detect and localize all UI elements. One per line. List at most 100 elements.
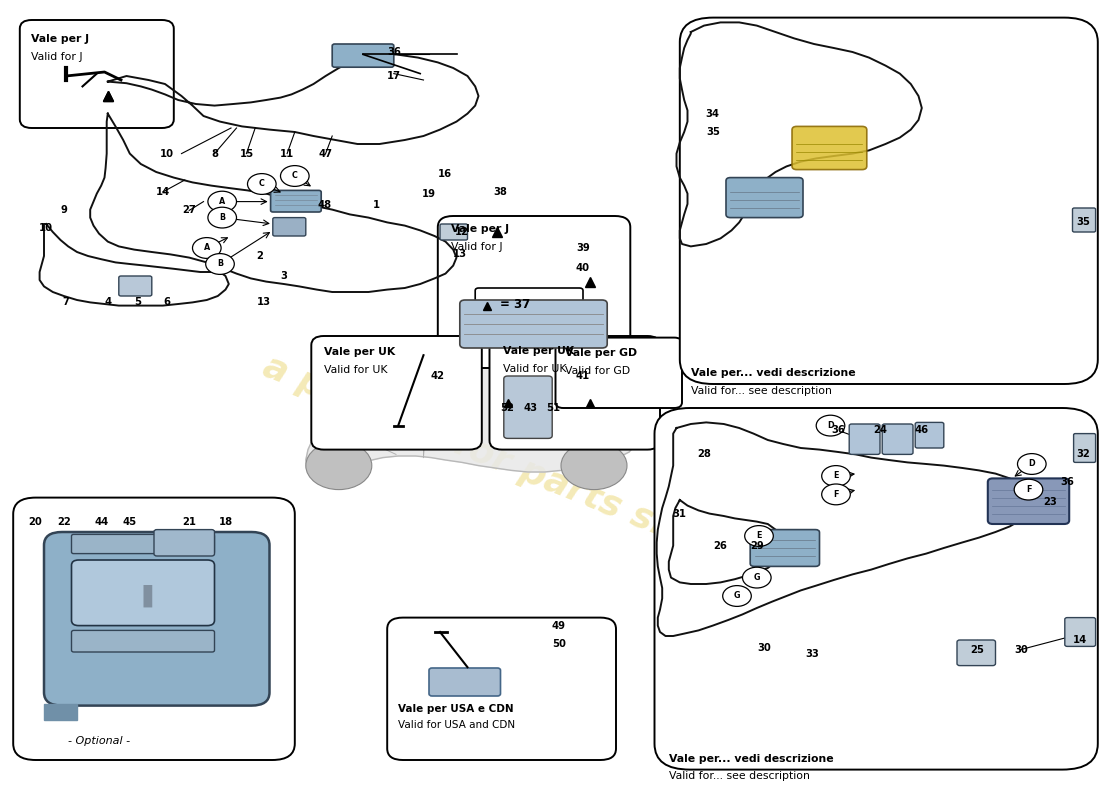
Circle shape xyxy=(280,166,309,186)
Text: 5: 5 xyxy=(134,298,141,307)
Text: 20: 20 xyxy=(29,517,42,526)
FancyBboxPatch shape xyxy=(882,424,913,454)
Text: 17: 17 xyxy=(387,71,400,81)
Text: 3: 3 xyxy=(280,271,287,281)
Text: 11: 11 xyxy=(280,149,294,158)
Text: = 37: = 37 xyxy=(500,298,530,311)
FancyBboxPatch shape xyxy=(387,618,616,760)
Text: 51: 51 xyxy=(547,403,560,413)
Text: 14: 14 xyxy=(1074,635,1087,645)
FancyBboxPatch shape xyxy=(1065,618,1096,646)
Text: A: A xyxy=(204,243,210,253)
Text: A: A xyxy=(219,197,225,206)
Text: 885: 885 xyxy=(924,118,968,138)
FancyBboxPatch shape xyxy=(792,126,867,170)
Text: Valid for USA and CDN: Valid for USA and CDN xyxy=(398,720,515,730)
Text: 21: 21 xyxy=(183,517,196,526)
Text: 13: 13 xyxy=(257,298,271,307)
Circle shape xyxy=(192,238,221,258)
Circle shape xyxy=(723,586,751,606)
FancyBboxPatch shape xyxy=(726,178,803,218)
Circle shape xyxy=(822,484,850,505)
Text: 50: 50 xyxy=(552,639,565,649)
Text: 10: 10 xyxy=(161,149,174,158)
FancyBboxPatch shape xyxy=(20,20,174,128)
Text: 14: 14 xyxy=(156,187,169,197)
Text: Valid for... see description: Valid for... see description xyxy=(669,771,810,781)
Circle shape xyxy=(742,567,771,588)
Text: 40: 40 xyxy=(576,263,590,273)
Text: 27: 27 xyxy=(183,206,196,215)
Text: 45: 45 xyxy=(123,517,136,526)
Text: 36: 36 xyxy=(832,426,845,435)
Text: Valid for UK: Valid for UK xyxy=(324,365,388,374)
Text: 44: 44 xyxy=(95,517,108,526)
Text: B: B xyxy=(219,213,225,222)
Circle shape xyxy=(816,415,845,436)
FancyBboxPatch shape xyxy=(1074,434,1096,462)
Polygon shape xyxy=(44,704,77,720)
FancyBboxPatch shape xyxy=(849,424,880,454)
Text: 6: 6 xyxy=(164,298,170,307)
Text: 34: 34 xyxy=(706,109,719,118)
FancyBboxPatch shape xyxy=(460,300,607,348)
Text: 38: 38 xyxy=(494,187,507,197)
Text: F: F xyxy=(1026,485,1031,494)
Text: D: D xyxy=(827,421,834,430)
Text: 39: 39 xyxy=(576,243,590,253)
Text: Vale per UK: Vale per UK xyxy=(324,347,396,357)
Text: 23: 23 xyxy=(1044,498,1057,507)
Circle shape xyxy=(1014,479,1043,500)
FancyBboxPatch shape xyxy=(750,530,820,566)
Text: D: D xyxy=(1028,459,1035,469)
Text: B: B xyxy=(217,259,223,269)
FancyBboxPatch shape xyxy=(154,530,215,556)
Text: 24: 24 xyxy=(873,426,887,435)
Circle shape xyxy=(206,254,234,274)
Text: 33: 33 xyxy=(805,650,818,659)
Text: 2: 2 xyxy=(256,251,263,261)
Circle shape xyxy=(208,207,236,228)
FancyBboxPatch shape xyxy=(556,338,682,408)
Text: - Optional -: - Optional - xyxy=(68,736,130,746)
Text: 28: 28 xyxy=(697,450,711,459)
Circle shape xyxy=(561,442,627,490)
Text: Valid for... see description: Valid for... see description xyxy=(691,386,832,395)
Text: 7: 7 xyxy=(63,298,69,307)
Text: 18: 18 xyxy=(219,517,232,526)
FancyBboxPatch shape xyxy=(988,478,1069,524)
Circle shape xyxy=(822,466,850,486)
Text: C: C xyxy=(292,171,298,181)
Text: 9: 9 xyxy=(60,206,67,215)
Text: 36: 36 xyxy=(387,47,400,57)
Text: 1: 1 xyxy=(373,200,380,210)
FancyBboxPatch shape xyxy=(429,668,500,696)
Polygon shape xyxy=(306,349,640,480)
Text: Vale per USA e CDN: Vale per USA e CDN xyxy=(398,704,514,714)
Text: Vale per J: Vale per J xyxy=(31,34,89,44)
Text: 43: 43 xyxy=(524,403,537,413)
FancyBboxPatch shape xyxy=(72,534,214,554)
FancyBboxPatch shape xyxy=(475,288,583,320)
Text: 13: 13 xyxy=(453,249,466,258)
Text: 26: 26 xyxy=(714,541,727,550)
Text: 35: 35 xyxy=(1077,218,1090,227)
Text: 16: 16 xyxy=(438,170,451,179)
Text: E: E xyxy=(757,531,761,541)
Text: 32: 32 xyxy=(1077,450,1090,459)
FancyBboxPatch shape xyxy=(311,336,482,450)
FancyBboxPatch shape xyxy=(957,640,996,666)
Text: 52: 52 xyxy=(500,403,514,413)
Text: 19: 19 xyxy=(422,190,436,199)
Text: Vale per GD: Vale per GD xyxy=(565,348,638,358)
Text: ▐: ▐ xyxy=(134,585,152,607)
FancyBboxPatch shape xyxy=(654,408,1098,770)
FancyBboxPatch shape xyxy=(72,560,214,626)
FancyBboxPatch shape xyxy=(915,422,944,448)
FancyBboxPatch shape xyxy=(680,18,1098,384)
FancyBboxPatch shape xyxy=(119,276,152,296)
Circle shape xyxy=(745,526,773,546)
Text: F: F xyxy=(834,490,838,499)
Text: Valid for UK: Valid for UK xyxy=(503,364,566,374)
Text: 49: 49 xyxy=(552,621,565,630)
